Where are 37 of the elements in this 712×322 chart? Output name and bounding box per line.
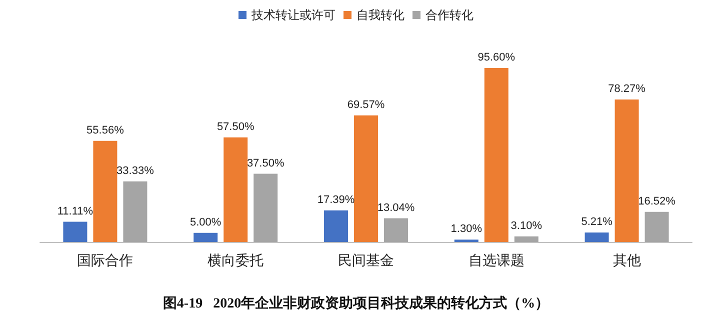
x-tick-label: 自选课题	[468, 253, 524, 269]
bar	[224, 137, 248, 242]
data-label: 11.11%	[57, 205, 94, 218]
legend-label: 自我转化	[356, 8, 404, 22]
legend-label: 技术转让或许可	[250, 8, 336, 22]
data-label: 78.27%	[608, 83, 646, 96]
data-label: 95.60%	[478, 52, 516, 64]
legend-label: 合作转化	[426, 8, 474, 22]
bar	[324, 210, 348, 242]
bar	[484, 68, 508, 242]
data-label: 1.30%	[450, 223, 482, 236]
x-tick-label: 横向委托	[208, 253, 264, 269]
bar	[194, 232, 218, 242]
data-label: 57.50%	[216, 120, 254, 133]
bar	[123, 181, 148, 242]
text: 图4-19 2020年企业非财政资助项目科技成果的转化方式（%）	[162, 294, 550, 312]
bar	[93, 140, 118, 242]
data-label: 69.57%	[347, 98, 385, 111]
data-label: 16.52%	[638, 195, 676, 208]
bar	[254, 174, 278, 242]
bar	[514, 236, 538, 242]
x-tick-label: 其他	[612, 253, 641, 269]
data-label: 5.21%	[581, 216, 613, 228]
bar	[584, 232, 609, 242]
x-tick-label: 民间基金	[338, 253, 394, 269]
bar	[63, 222, 88, 242]
data-label: 5.00%	[190, 216, 222, 228]
data-label: 37.50%	[246, 157, 284, 170]
bar	[384, 218, 408, 242]
data-label: 55.56%	[86, 124, 124, 136]
bar	[614, 100, 639, 242]
bar	[644, 212, 669, 242]
data-label: 13.04%	[377, 202, 415, 214]
x-tick-label: 国际合作	[77, 253, 134, 269]
data-label: 3.10%	[510, 220, 542, 232]
bar	[354, 115, 378, 242]
data-label: 33.33%	[116, 164, 154, 177]
